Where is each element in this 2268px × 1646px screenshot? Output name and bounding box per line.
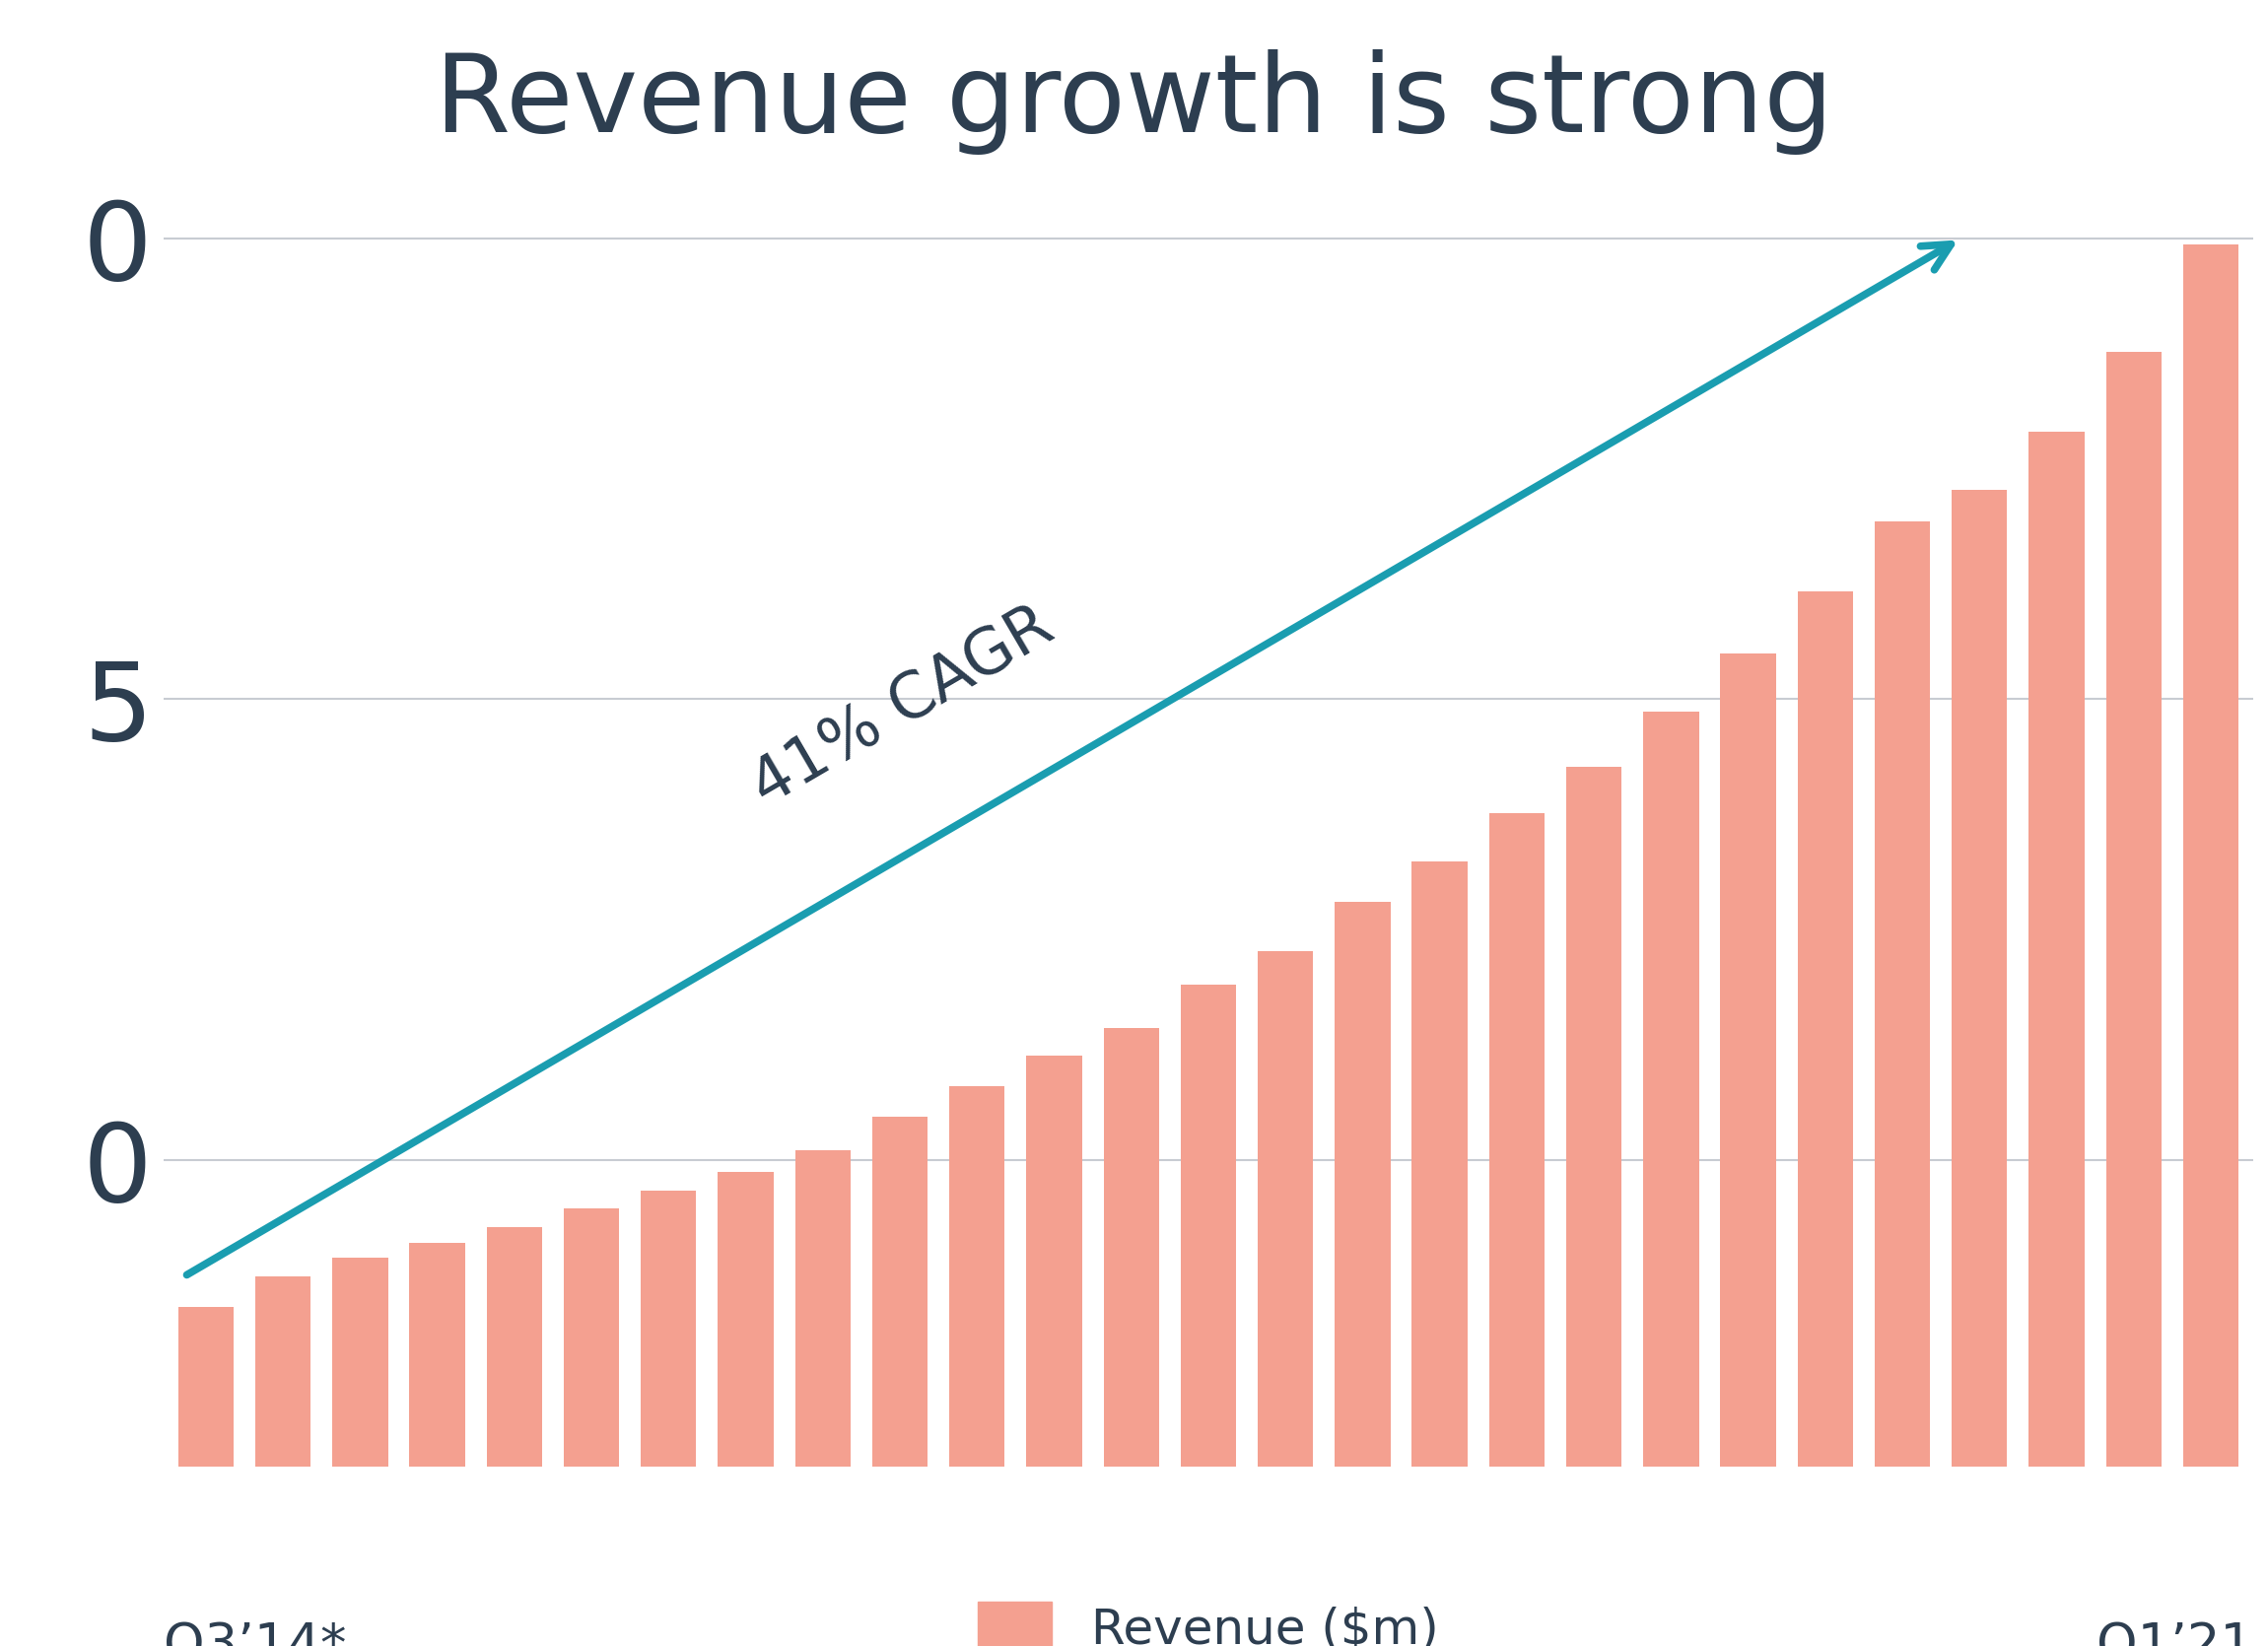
Bar	[1182, 984, 1236, 1467]
Bar	[2107, 352, 2161, 1467]
Bar	[796, 1151, 850, 1467]
Bar	[950, 1086, 1005, 1467]
Bar	[488, 1228, 542, 1467]
Text: Revenue growth is strong: Revenue growth is strong	[435, 49, 1833, 155]
Bar	[256, 1276, 311, 1467]
Bar	[1259, 951, 1313, 1467]
Bar	[642, 1190, 696, 1467]
Bar	[1721, 653, 1776, 1467]
Legend: Revenue ($m): Revenue ($m)	[978, 1602, 1438, 1646]
Bar	[565, 1208, 619, 1467]
Bar	[1953, 491, 2007, 1467]
Bar	[873, 1116, 928, 1467]
Bar	[2184, 245, 2239, 1467]
Bar	[1413, 863, 1467, 1467]
Bar	[333, 1258, 388, 1467]
Bar	[1876, 522, 1930, 1467]
Bar	[719, 1172, 773, 1467]
Bar	[411, 1243, 465, 1467]
Text: Q3’14*: Q3’14*	[163, 1620, 347, 1646]
Bar	[1105, 1027, 1159, 1467]
Bar	[1490, 813, 1545, 1467]
Bar	[1799, 591, 1853, 1467]
Bar	[1027, 1055, 1082, 1467]
Bar	[1336, 902, 1390, 1467]
Bar	[1567, 767, 1622, 1467]
Bar	[2030, 431, 2084, 1467]
Text: 41% CAGR: 41% CAGR	[742, 594, 1064, 818]
Text: Q1’21: Q1’21	[2096, 1620, 2252, 1646]
Bar	[1644, 711, 1699, 1467]
Bar	[179, 1307, 234, 1467]
